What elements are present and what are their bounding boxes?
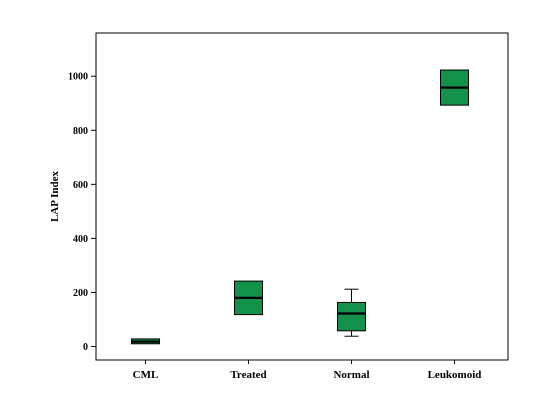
y-tick-label: 1000	[68, 72, 88, 83]
box-leukomoid	[440, 69, 469, 106]
x-category-label: CML	[133, 369, 159, 381]
y-tick-label: 0	[83, 342, 88, 353]
iqr-box	[337, 301, 366, 332]
y-tick-label: 200	[73, 288, 88, 299]
box-treated	[234, 280, 263, 316]
y-axis-title: LAP Index	[49, 170, 61, 222]
y-tick-label: 600	[73, 180, 88, 191]
y-axis: 0 200 400 600 800 1000	[68, 72, 96, 353]
box-series	[131, 69, 469, 345]
y-tick-label: 800	[73, 126, 88, 137]
x-axis: CML Treated Normal Leukomoid	[133, 360, 482, 381]
box-normal	[337, 288, 366, 337]
box-cml	[131, 338, 160, 345]
y-tick-label: 400	[73, 234, 88, 245]
x-category-label: Treated	[230, 369, 266, 381]
x-category-label: Normal	[333, 369, 369, 381]
plot-area-frame	[95, 32, 509, 361]
x-category-label: Leukomoid	[428, 369, 482, 381]
